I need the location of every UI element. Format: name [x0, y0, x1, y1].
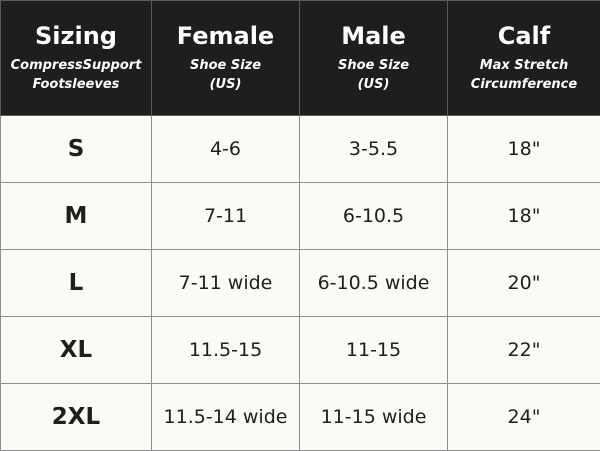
header-row: Sizing CompressSupport Footsleeves Femal… — [1, 1, 600, 116]
table-header: Sizing CompressSupport Footsleeves Femal… — [1, 1, 600, 116]
table-row: S 4-6 3-5.5 18" — [1, 116, 600, 183]
size-cell: XL — [1, 317, 152, 384]
calf-circumference-cell: 24" — [448, 384, 600, 451]
table-row: XL 11.5-15 11-15 22" — [1, 317, 600, 384]
table-row: M 7-11 6-10.5 18" — [1, 183, 600, 250]
female-shoe-size-cell: 11.5-15 — [152, 317, 300, 384]
female-shoe-size-cell: 7-11 — [152, 183, 300, 250]
male-shoe-size-cell: 6-10.5 wide — [300, 250, 448, 317]
size-cell: M — [1, 183, 152, 250]
male-shoe-size-cell: 6-10.5 — [300, 183, 448, 250]
header-title: Calf — [448, 22, 600, 50]
header-subtitle: CompressSupport Footsleeves — [1, 56, 151, 94]
table-body: S 4-6 3-5.5 18" M 7-11 6-10.5 18" L 7-11… — [1, 116, 600, 451]
calf-circumference-cell: 18" — [448, 116, 600, 183]
header-male: Male Shoe Size (US) — [300, 1, 448, 116]
header-subtitle: Shoe Size (US) — [300, 56, 447, 94]
table-row: L 7-11 wide 6-10.5 wide 20" — [1, 250, 600, 317]
male-shoe-size-cell: 3-5.5 — [300, 116, 448, 183]
header-subtitle: Shoe Size (US) — [152, 56, 299, 94]
header-female: Female Shoe Size (US) — [152, 1, 300, 116]
calf-circumference-cell: 18" — [448, 183, 600, 250]
header-title: Female — [152, 22, 299, 50]
male-shoe-size-cell: 11-15 — [300, 317, 448, 384]
header-sizing: Sizing CompressSupport Footsleeves — [1, 1, 152, 116]
header-title: Male — [300, 22, 447, 50]
calf-circumference-cell: 22" — [448, 317, 600, 384]
calf-circumference-cell: 20" — [448, 250, 600, 317]
size-cell: S — [1, 116, 152, 183]
size-cell: 2XL — [1, 384, 152, 451]
female-shoe-size-cell: 11.5-14 wide — [152, 384, 300, 451]
female-shoe-size-cell: 7-11 wide — [152, 250, 300, 317]
female-shoe-size-cell: 4-6 — [152, 116, 300, 183]
table-row: 2XL 11.5-14 wide 11-15 wide 24" — [1, 384, 600, 451]
header-calf: Calf Max Stretch Circumference — [448, 1, 600, 116]
male-shoe-size-cell: 11-15 wide — [300, 384, 448, 451]
size-cell: L — [1, 250, 152, 317]
header-subtitle: Max Stretch Circumference — [448, 56, 600, 94]
header-title: Sizing — [1, 22, 151, 50]
